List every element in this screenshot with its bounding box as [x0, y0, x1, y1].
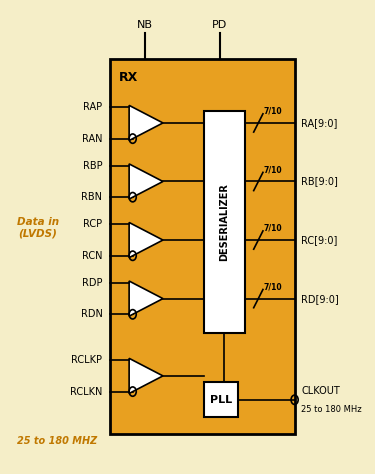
Polygon shape	[129, 358, 163, 393]
Text: RB[9:0]: RB[9:0]	[301, 176, 338, 186]
Text: RCP: RCP	[83, 219, 102, 229]
Text: Data in
(LVDS): Data in (LVDS)	[17, 217, 59, 238]
Text: PD: PD	[212, 20, 228, 30]
Text: CLKOUT: CLKOUT	[301, 386, 340, 396]
Bar	[110, 59, 295, 434]
Text: RCN: RCN	[82, 251, 102, 261]
Text: RDN: RDN	[81, 310, 102, 319]
Text: RAN: RAN	[82, 134, 102, 144]
Polygon shape	[129, 222, 163, 257]
Text: RBN: RBN	[81, 192, 102, 202]
Text: RX: RX	[118, 71, 138, 84]
Text: RDP: RDP	[82, 278, 102, 288]
Text: NB: NB	[137, 20, 153, 30]
Text: RC[9:0]: RC[9:0]	[301, 235, 338, 245]
Text: RCLKP: RCLKP	[71, 355, 102, 365]
Text: 7/10: 7/10	[264, 107, 282, 116]
Text: RA[9:0]: RA[9:0]	[301, 118, 338, 128]
Text: RBP: RBP	[83, 161, 102, 171]
Text: 7/10: 7/10	[264, 283, 282, 292]
Bar	[204, 382, 238, 417]
Polygon shape	[129, 105, 163, 140]
Text: PLL: PLL	[210, 395, 232, 405]
Text: RAP: RAP	[83, 102, 102, 112]
Text: RCLKN: RCLKN	[70, 387, 102, 397]
Polygon shape	[129, 281, 163, 316]
Text: RD[9:0]: RD[9:0]	[301, 293, 339, 304]
Bar	[204, 110, 245, 333]
Polygon shape	[129, 164, 163, 199]
Text: 7/10: 7/10	[264, 165, 282, 174]
Text: 25 to 180 MHZ: 25 to 180 MHZ	[17, 436, 97, 446]
Text: 7/10: 7/10	[264, 224, 282, 233]
Text: 25 to 180 MHz: 25 to 180 MHz	[301, 405, 362, 414]
Text: DESERIALIZER: DESERIALIZER	[219, 183, 230, 261]
